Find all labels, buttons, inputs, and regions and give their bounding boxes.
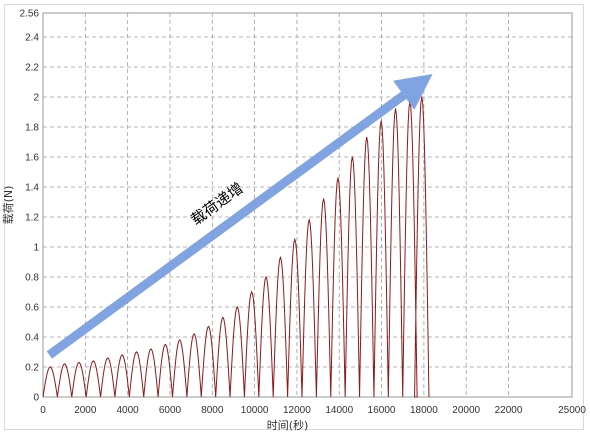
cycle-peak: [421, 96, 423, 98]
y-tick-label: 1.8: [25, 123, 39, 134]
y-tick-label: 2: [33, 93, 39, 104]
y-tick-label: 1: [33, 243, 39, 254]
cycle-peak: [164, 343, 166, 346]
grid: [42, 12, 573, 398]
cycle-peak: [279, 256, 282, 259]
cycle-peak: [193, 333, 195, 335]
cycle-peak: [135, 351, 138, 353]
y-tick-label: 1.6: [25, 153, 39, 164]
cycle-peak: [380, 120, 382, 122]
cycle-peak: [207, 325, 210, 328]
cycle-peak: [222, 316, 224, 319]
y-tick-label: 0: [33, 393, 39, 404]
plot-area: [42, 12, 573, 398]
x-tick-label: 25000: [558, 405, 586, 416]
x-tick-label: 10000: [241, 405, 269, 416]
series-layer: [42, 96, 430, 398]
cycle-peak: [251, 291, 253, 293]
x-tick-label: 4000: [117, 405, 140, 416]
y-tick-label: 2.4: [25, 33, 39, 44]
y-tick-label: 1.2: [25, 213, 39, 224]
x-axis-title: 时间(秒): [267, 418, 309, 432]
x-tick-label: 0: [40, 405, 46, 416]
x-tick-label: 8000: [201, 405, 224, 416]
y-tick-label: 2.2: [25, 63, 39, 74]
cycle-peak: [265, 276, 267, 278]
cycle-peak: [366, 136, 368, 139]
cycle-peak: [322, 198, 325, 200]
x-tick-label: 16000: [368, 405, 396, 416]
x-tick-label: 22000: [495, 405, 523, 416]
cycle-peak: [107, 357, 109, 359]
cycle-peak: [394, 108, 397, 110]
cycle-peak: [49, 366, 51, 368]
trend-arrow: [46, 74, 433, 359]
x-tick-label: 14000: [325, 405, 353, 416]
x-tick-label: 20000: [452, 405, 480, 416]
cycle-peak: [308, 219, 310, 221]
cycle-peak: [351, 156, 353, 158]
cycle-peak: [236, 306, 238, 308]
x-tick-label: 2000: [74, 405, 97, 416]
cycle-peak: [294, 238, 296, 241]
y-tick-label: 0.6: [25, 303, 39, 314]
y-tick-label: 2.56: [20, 9, 40, 20]
cycle-peak: [78, 361, 80, 364]
cycle-peak: [337, 177, 339, 179]
y-tick-label: 0.4: [25, 333, 39, 344]
y-tick-label: 0.8: [25, 273, 39, 284]
cycle-peak: [179, 339, 181, 341]
cycle-peak: [92, 360, 94, 362]
x-tick-label: 12000: [283, 405, 311, 416]
x-tick-label: 18000: [410, 405, 438, 416]
cycle-peak: [409, 100, 411, 103]
x-tick-label: 6000: [159, 405, 182, 416]
y-axis-title: 载荷(N): [2, 186, 15, 225]
cycle-peak: [121, 354, 123, 356]
cycle-peak: [63, 363, 66, 365]
axes: 0 0.2 0.4 0.6 0.8 1 1.2 1.4 1.6 1.8 2 2.2 2.4 2.56 0 20…: [2, 9, 586, 433]
y-tick-label: 0.2: [25, 363, 39, 374]
cycle-peak: [150, 348, 152, 350]
y-tick-label: 1.4: [25, 183, 39, 194]
